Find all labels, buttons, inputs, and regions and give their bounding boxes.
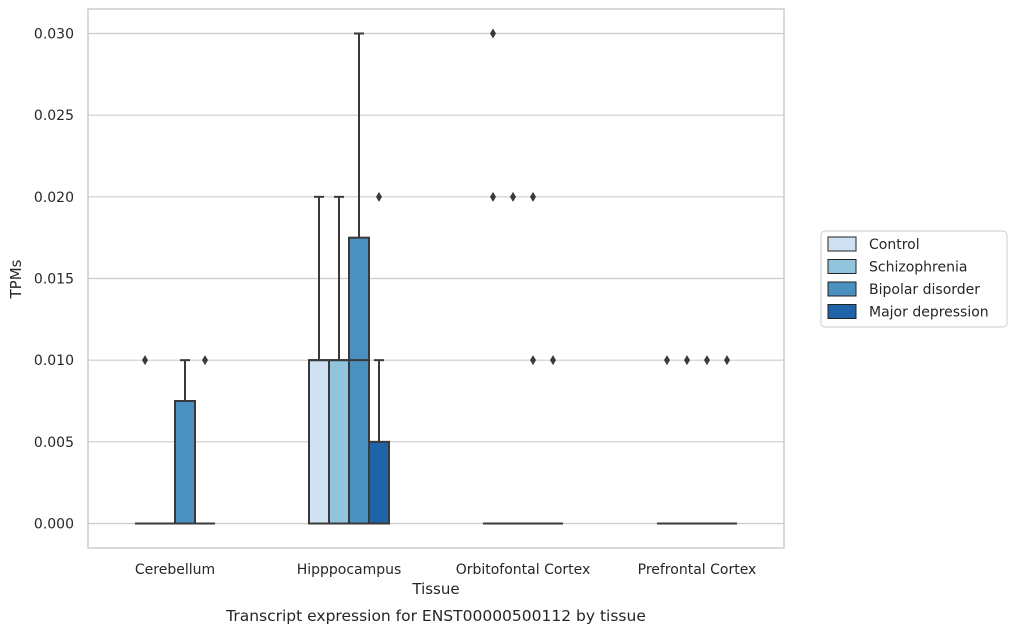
legend-label: Control xyxy=(869,237,920,253)
outlier-point xyxy=(550,355,556,366)
outlier-point xyxy=(490,191,496,202)
outlier-point xyxy=(724,355,730,366)
box-body xyxy=(328,359,350,525)
plot-frame xyxy=(87,8,785,549)
outlier-point xyxy=(510,191,516,202)
y-axis-label: TPMs xyxy=(7,259,25,299)
y-tick-label: 0.020 xyxy=(34,190,74,206)
y-tick-label: 0.010 xyxy=(34,353,74,369)
y-axis-ticks: 0.000 0.005 0.010 0.015 0.020 0.025 0.030 xyxy=(34,27,74,533)
legend-swatch xyxy=(827,236,857,252)
x-tick-label: Hipppocampus xyxy=(297,562,402,578)
legend-swatch xyxy=(827,281,857,297)
x-tick-label: Orbitofontal Cortex xyxy=(456,562,591,578)
outlier-point xyxy=(490,28,496,39)
box-3-2 xyxy=(697,355,717,525)
box-3-1 xyxy=(677,355,697,525)
box-body xyxy=(368,440,390,525)
x-axis-label: Tissue xyxy=(411,580,459,598)
box-body xyxy=(308,359,330,525)
x-axis-ticks: Cerebellum Hipppocampus Orbitofontal Corte… xyxy=(135,562,756,578)
legend-label: Schizophrenia xyxy=(869,260,967,276)
box-2-3 xyxy=(543,355,563,525)
outlier-point xyxy=(202,355,208,366)
box-series xyxy=(135,28,737,525)
legend-swatch xyxy=(827,259,857,274)
box-0-2 xyxy=(174,359,196,525)
box-body xyxy=(348,236,370,525)
x-tick-label: Prefrontal Cortex xyxy=(638,562,757,578)
legend-frame xyxy=(820,230,1008,328)
box-1-2 xyxy=(348,32,370,525)
outlier-point xyxy=(684,355,690,366)
box-body xyxy=(174,400,196,525)
box-2-0 xyxy=(483,28,503,525)
box-1-0 xyxy=(308,195,330,525)
box-3-0 xyxy=(657,355,677,525)
outlier-point xyxy=(664,355,670,366)
legend-label: Major depression xyxy=(869,305,989,321)
outlier-point xyxy=(376,191,382,202)
y-tick-label: 0.025 xyxy=(34,108,74,124)
x-tick-label: Cerebellum xyxy=(135,562,215,578)
y-tick-label: 0.000 xyxy=(34,517,74,533)
outlier-point xyxy=(530,191,536,202)
box-2-1 xyxy=(503,191,523,525)
box-1-3 xyxy=(368,191,390,525)
y-tick-label: 0.005 xyxy=(34,435,74,451)
box-1-1 xyxy=(328,195,350,525)
legend: Control Schizophrenia Bipolar disorder Majo… xyxy=(820,230,1008,328)
legend-label: Bipolar disorder xyxy=(869,282,980,298)
box-0-0 xyxy=(135,355,155,525)
box-3-3 xyxy=(717,355,737,525)
outlier-point xyxy=(704,355,710,366)
y-tick-label: 0.015 xyxy=(34,272,74,288)
outlier-point xyxy=(530,355,536,366)
legend-swatch xyxy=(827,304,857,319)
outlier-point xyxy=(142,355,148,366)
chart-caption: Transcript expression for ENST0000050011… xyxy=(225,607,646,625)
box-0-3 xyxy=(195,355,215,525)
y-tick-label: 0.030 xyxy=(34,27,74,43)
box-2-2 xyxy=(523,191,543,525)
